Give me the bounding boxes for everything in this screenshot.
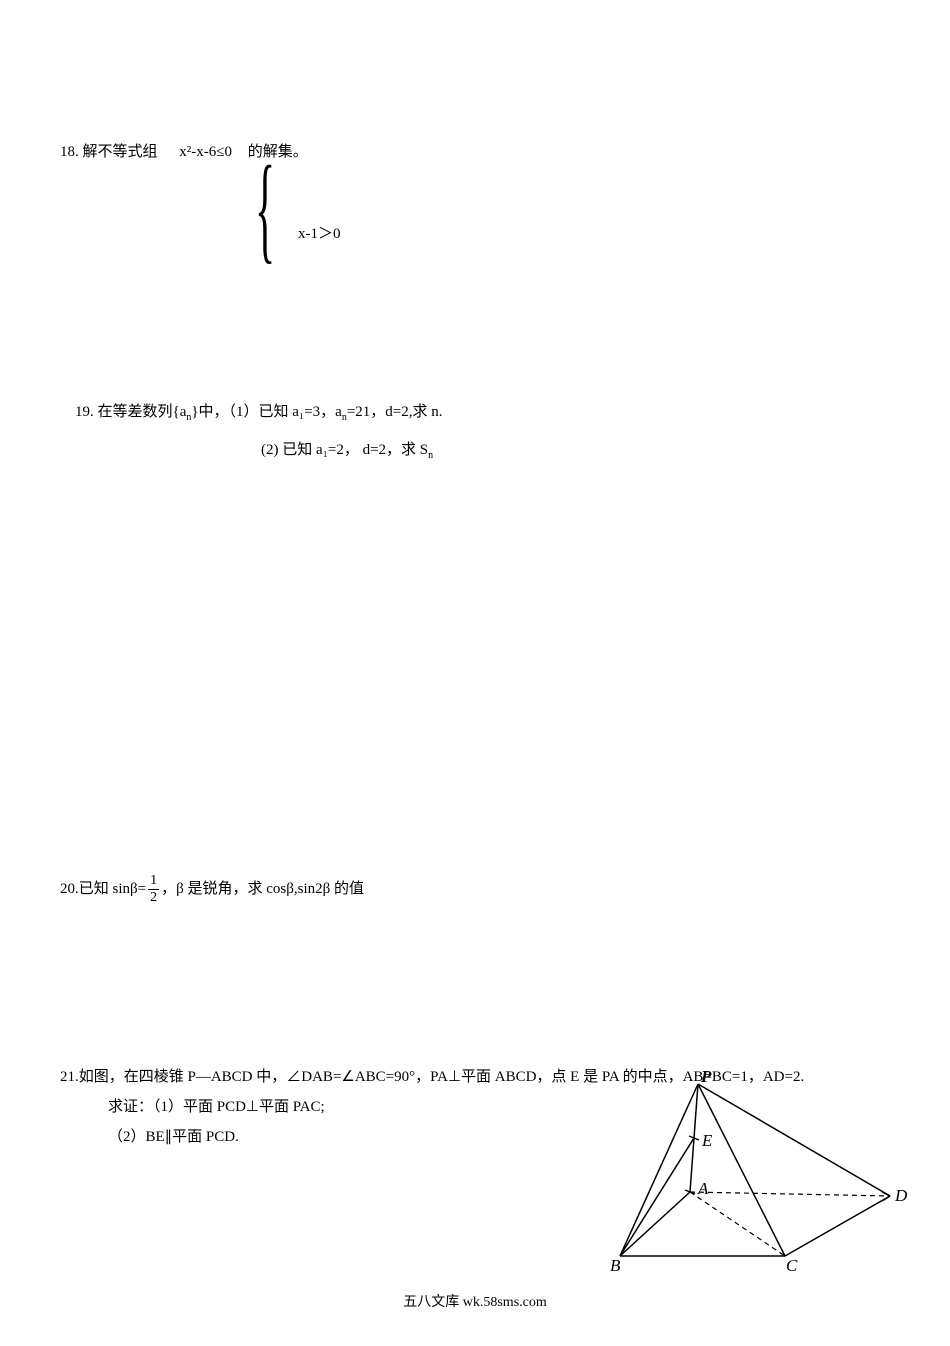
q19-p2a: (2) 已知 a₁=2， d=2，求 S [261, 442, 428, 458]
q20-frac-den: 2 [148, 890, 159, 905]
question-19: 19. 在等差数列{an}中，（1）已知 a₁=3，an=21，d=2,求 n.… [60, 400, 890, 464]
q19-p1b: }中，（1）已知 a₁=3，a [191, 404, 341, 420]
label-A: A [697, 1179, 709, 1198]
q18-label: 18. 解不等式组 [60, 140, 158, 164]
q19-sub-n3: n [428, 450, 433, 461]
pyramid-diagram: P E A B C D [590, 1066, 910, 1276]
label-D: D [894, 1186, 908, 1205]
q18-eq1: x²-x-6≤0 [179, 140, 232, 164]
q19-part1: 19. 在等差数列{an}中，（1）已知 a₁=3，an=21，d=2,求 n. [75, 400, 890, 426]
question-18: 18. 解不等式组 x²-x-6≤0 的解集。 { x-1＞0 [60, 140, 890, 280]
q19-part2: (2) 已知 a₁=2， d=2，求 Sn [75, 438, 890, 464]
page-footer: 五八文库 wk.58sms.com [0, 1292, 950, 1314]
q20-frac-num: 1 [148, 874, 159, 890]
q18-eq2: x-1＞0 [298, 222, 341, 246]
q20-suffix: ，β 是锐角，求 cosβ,sin2β 的值 [161, 881, 364, 897]
brace-icon: { [255, 158, 275, 258]
label-C: C [786, 1256, 798, 1275]
question-20: 20.已知 sinβ=12，β 是锐角，求 cosβ,sin2β 的值 [60, 874, 890, 905]
q19-p1c: =21，d=2,求 n. [347, 404, 443, 420]
label-B: B [610, 1256, 621, 1275]
label-E: E [701, 1131, 713, 1150]
q19-p1a: 19. 在等差数列{a [75, 404, 186, 420]
label-P: P [700, 1067, 712, 1086]
q20-fraction: 12 [148, 874, 159, 905]
q18-line1: 18. 解不等式组 x²-x-6≤0 的解集。 [60, 140, 890, 164]
q20-prefix: 20.已知 sinβ= [60, 881, 146, 897]
q21-figure: P E A B C D [590, 1066, 910, 1276]
